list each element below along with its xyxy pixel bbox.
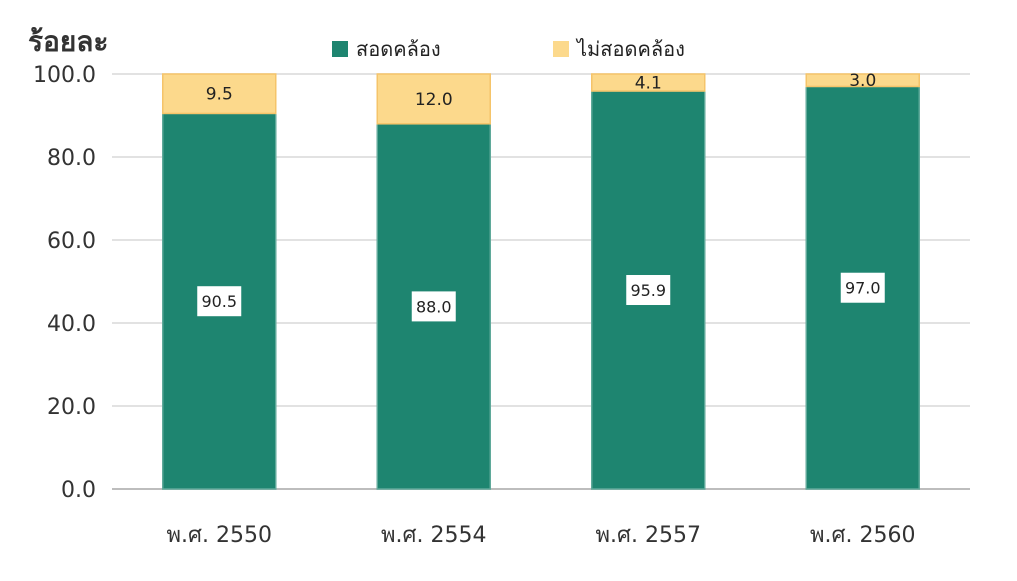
data-label-noncomply: 4.1 [635, 74, 662, 94]
x-tick-label: พ.ศ. 2557 [596, 523, 701, 548]
legend-label-noncomply: ไม่สอดคล้อง [577, 37, 685, 61]
legend-swatch-comply [332, 41, 348, 57]
data-label-comply: 95.9 [630, 281, 666, 300]
bar-segment-noncomply [591, 73, 706, 92]
x-tick-label: พ.ศ. 2550 [167, 523, 272, 548]
y-tick-label: 20.0 [47, 395, 96, 420]
data-label-box [626, 275, 671, 306]
legend-item-comply: สอดคล้อง [332, 33, 441, 65]
data-label-comply: 97.0 [845, 279, 881, 298]
bar-segment-noncomply [162, 73, 277, 115]
bar-segment-noncomply [805, 73, 920, 88]
y-tick-label: 80.0 [47, 146, 96, 171]
y-tick-label: 40.0 [47, 312, 96, 337]
y-axis-title: ร้อยละ [28, 25, 109, 58]
data-label-box [411, 291, 456, 322]
data-label-box [840, 272, 885, 303]
x-tick-label: พ.ศ. 2554 [381, 523, 486, 548]
legend-label-comply: สอดคล้อง [356, 37, 441, 61]
y-tick-label: 0.0 [61, 478, 96, 503]
legend-item-noncomply: ไม่สอดคล้อง [553, 33, 685, 65]
y-tick-label: 100.0 [33, 63, 96, 88]
y-tick-label: 60.0 [47, 229, 96, 254]
data-label-comply: 88.0 [416, 297, 452, 316]
x-tick-label: พ.ศ. 2560 [810, 523, 915, 548]
data-label-box [197, 286, 242, 317]
legend-swatch-noncomply [553, 41, 569, 57]
data-label-noncomply: 3.0 [849, 71, 876, 91]
data-label-noncomply: 12.0 [415, 90, 453, 110]
data-label-noncomply: 9.5 [206, 85, 233, 105]
data-label-comply: 90.5 [201, 292, 237, 311]
bar-segment-noncomply [376, 73, 491, 125]
